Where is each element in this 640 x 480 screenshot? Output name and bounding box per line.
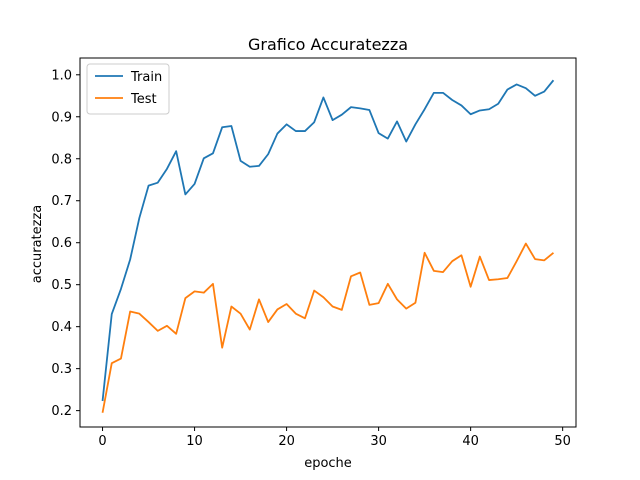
legend-label-train: Train	[130, 70, 162, 85]
chart-title: Grafico Accuratezza	[248, 35, 408, 54]
legend-label-test: Test	[130, 92, 157, 107]
y-tick-label: 0.6	[51, 236, 72, 251]
y-axis-label: accuratezza	[30, 205, 45, 284]
x-tick-label: 50	[554, 434, 571, 449]
x-tick-label: 0	[98, 434, 106, 449]
series-line-test	[101, 242, 555, 413]
y-axis-ticks: 0.2 0.3 0.4 0.5 0.6 0.7 0.8 0.9 1.0	[51, 68, 80, 419]
legend: Train Test	[86, 63, 170, 115]
x-axis-ticks: 0 10 20 30 40 50	[98, 427, 571, 449]
x-tick-label: 40	[462, 434, 479, 449]
x-tick-label: 10	[186, 434, 203, 449]
y-tick-label: 0.9	[51, 110, 72, 125]
x-tick-label: 30	[370, 434, 387, 449]
y-tick-label: 0.3	[51, 362, 72, 377]
y-tick-label: 0.2	[51, 404, 72, 419]
y-tick-label: 0.7	[51, 194, 72, 209]
y-tick-label: 0.5	[51, 278, 72, 293]
y-tick-label: 1.0	[51, 68, 72, 83]
x-tick-label: 20	[278, 434, 295, 449]
y-tick-label: 0.4	[51, 320, 72, 335]
plot-lines	[101, 79, 555, 413]
series-line-train	[101, 79, 555, 402]
x-axis-label: epoche	[304, 456, 352, 471]
y-tick-label: 0.8	[51, 152, 72, 167]
